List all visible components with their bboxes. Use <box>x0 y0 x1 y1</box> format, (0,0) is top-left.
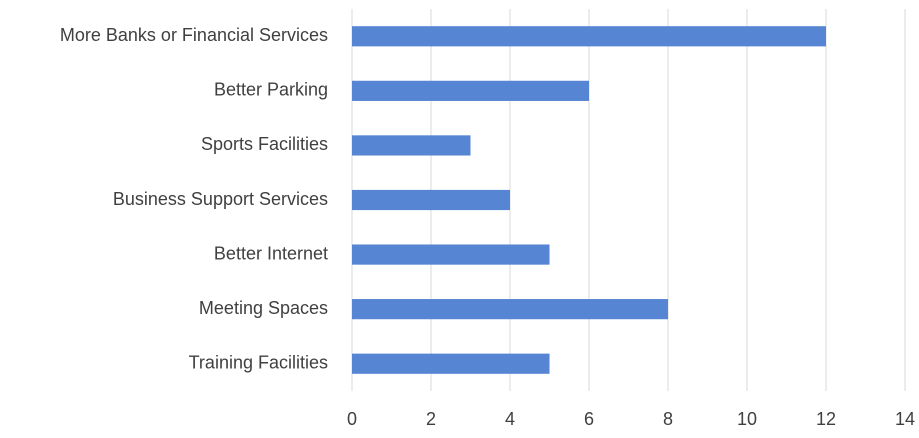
y-tick-label: Meeting Spaces <box>199 298 328 318</box>
x-tick-label: 0 <box>347 409 357 429</box>
x-tick-label: 8 <box>663 409 673 429</box>
y-tick-label: Training Facilities <box>189 352 328 372</box>
x-tick-label: 10 <box>737 409 757 429</box>
bar <box>352 80 589 101</box>
x-tick-label: 6 <box>584 409 594 429</box>
y-tick-label: Sports Facilities <box>201 134 328 154</box>
y-tick-label: Better Parking <box>214 80 328 100</box>
bar <box>352 26 826 47</box>
x-tick-label: 14 <box>895 409 915 429</box>
bar <box>352 135 471 156</box>
bar <box>352 189 510 211</box>
y-tick-label: More Banks or Financial Services <box>60 25 328 45</box>
bar <box>352 244 550 265</box>
bar <box>352 299 668 320</box>
bar <box>352 353 550 374</box>
y-tick-label: Better Internet <box>214 243 328 263</box>
x-tick-label: 12 <box>816 409 836 429</box>
x-tick-label: 2 <box>426 409 436 429</box>
y-tick-label: Business Support Services <box>113 189 328 209</box>
x-tick-label: 4 <box>505 409 515 429</box>
